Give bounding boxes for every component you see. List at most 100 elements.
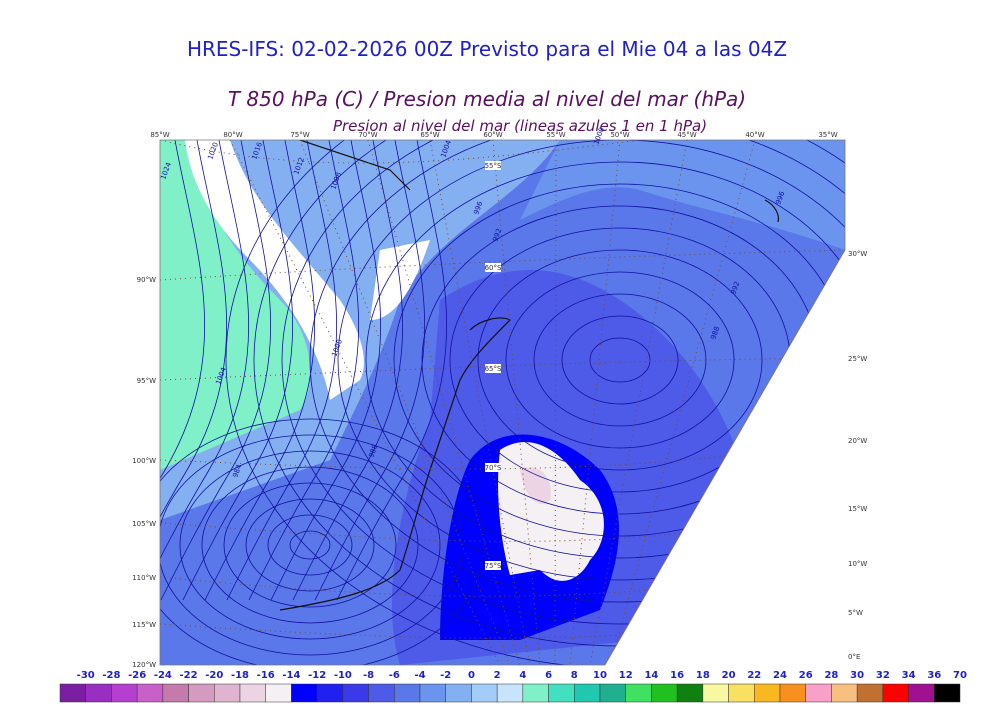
lon-label: 85°W bbox=[150, 131, 169, 139]
isobar bbox=[336, 140, 448, 601]
colorbar-swatch bbox=[522, 683, 549, 703]
isobar bbox=[589, 337, 651, 383]
map-frame bbox=[159, 139, 846, 666]
isobar bbox=[225, 140, 845, 665]
isobar bbox=[226, 140, 338, 601]
colorbar-swatch bbox=[676, 683, 704, 703]
lon-label: 45°W bbox=[677, 131, 696, 139]
isobar bbox=[201, 466, 419, 624]
colorbar-label: -24 bbox=[154, 670, 172, 681]
colorbar-swatch bbox=[728, 683, 755, 703]
colorbar-label: 16 bbox=[670, 670, 684, 681]
colorbar-swatch bbox=[599, 683, 626, 703]
isobar bbox=[365, 161, 845, 559]
map bbox=[160, 140, 845, 665]
colorbar-swatch bbox=[316, 683, 344, 703]
lon-label: 10°W bbox=[848, 560, 867, 568]
colorbar-label: -12 bbox=[308, 670, 326, 681]
colorbar-swatch bbox=[368, 683, 395, 703]
isobar bbox=[179, 450, 441, 640]
isobar bbox=[292, 140, 404, 601]
lat-label-box bbox=[485, 161, 501, 170]
lon-label: 5°W bbox=[848, 609, 863, 617]
colorbar-label: 26 bbox=[799, 670, 813, 681]
colorbar-label: 34 bbox=[902, 670, 916, 681]
colorbar-swatch bbox=[831, 683, 858, 703]
isobar bbox=[223, 482, 397, 608]
isobar bbox=[160, 140, 250, 601]
colorbar-swatch bbox=[111, 683, 138, 703]
isobar bbox=[337, 140, 845, 581]
colorbar-label: -14 bbox=[282, 670, 300, 681]
colorbar-swatch bbox=[548, 683, 575, 703]
lon-label: 60°W bbox=[483, 131, 502, 139]
lon-label: 0°E bbox=[848, 653, 860, 661]
lon-label: 105°W bbox=[132, 520, 156, 528]
colorbar-label: 10 bbox=[593, 670, 607, 681]
lon-label: 75°W bbox=[290, 131, 309, 139]
colorbar-swatch bbox=[162, 683, 189, 703]
isobars bbox=[160, 140, 845, 665]
colorbar-label: 36 bbox=[927, 670, 941, 681]
isobar bbox=[245, 498, 375, 592]
lon-label: 35°W bbox=[818, 131, 837, 139]
title: HRES-IFS: 02-02-2026 00Z Previsto para e… bbox=[187, 37, 787, 61]
isobar bbox=[160, 140, 228, 601]
colorbar-swatch bbox=[702, 683, 729, 703]
isobar bbox=[561, 315, 679, 405]
lon-label: 50°W bbox=[610, 131, 629, 139]
colorbar-label: 18 bbox=[696, 670, 710, 681]
isobar bbox=[281, 140, 845, 625]
colorbar-label: 28 bbox=[824, 670, 838, 681]
lon-label: 65°W bbox=[420, 131, 439, 139]
colorbar-label: -10 bbox=[334, 670, 352, 681]
colorbar-swatch bbox=[651, 683, 678, 703]
isobar bbox=[289, 530, 331, 560]
colorbar-label: 0 bbox=[468, 670, 475, 681]
lat-label: 65°S bbox=[485, 365, 502, 373]
isobar bbox=[270, 140, 382, 601]
isobar bbox=[393, 183, 845, 537]
subtitle: T 850 hPa (C) / Presion media al nivel d… bbox=[228, 87, 746, 111]
colorbar-label: 70 bbox=[953, 670, 967, 681]
lon-label: 40°W bbox=[745, 131, 764, 139]
isobar bbox=[204, 140, 316, 601]
isobar bbox=[314, 140, 426, 601]
colorbar-label: 4 bbox=[519, 670, 526, 681]
colorbar-label: 22 bbox=[747, 670, 761, 681]
lat-label-box bbox=[485, 463, 501, 472]
colorbar-label: 32 bbox=[876, 670, 890, 681]
lon-label: 55°W bbox=[546, 131, 565, 139]
lon-label: 110°W bbox=[132, 574, 156, 582]
colorbar-swatch bbox=[856, 683, 884, 703]
lon-label: 120°W bbox=[132, 661, 156, 669]
colorbar-swatch bbox=[496, 683, 524, 703]
isobar bbox=[309, 140, 845, 603]
colorbar-label: -6 bbox=[389, 670, 400, 681]
colorbar-swatch bbox=[85, 683, 112, 703]
isobar bbox=[160, 418, 485, 665]
lat-label: 70°S bbox=[485, 464, 502, 472]
caption: Presion al nivel del mar (lineas azules … bbox=[333, 117, 707, 135]
colorbar-swatch bbox=[394, 683, 421, 703]
field-mid bbox=[520, 140, 845, 250]
lat-label: 60°S bbox=[485, 264, 502, 272]
colorbar-swatch bbox=[882, 683, 909, 703]
colorbar-label: 14 bbox=[644, 670, 658, 681]
field-white bbox=[185, 140, 364, 400]
colorbar-label: 12 bbox=[619, 670, 633, 681]
colorbar-swatch bbox=[59, 683, 86, 703]
isobar bbox=[160, 434, 463, 656]
lon-label: 15°W bbox=[848, 505, 867, 513]
colorbar-label: 20 bbox=[722, 670, 736, 681]
colorbar-swatch bbox=[908, 683, 935, 703]
isobar bbox=[477, 249, 763, 471]
colorbar-swatch bbox=[934, 683, 961, 703]
colorbar-label: -26 bbox=[128, 670, 146, 681]
isobar bbox=[267, 514, 353, 576]
colorbar-swatch bbox=[574, 683, 601, 703]
colorbar-swatch bbox=[445, 683, 472, 703]
lon-label: 20°W bbox=[848, 437, 867, 445]
colorbar-swatch bbox=[471, 683, 498, 703]
